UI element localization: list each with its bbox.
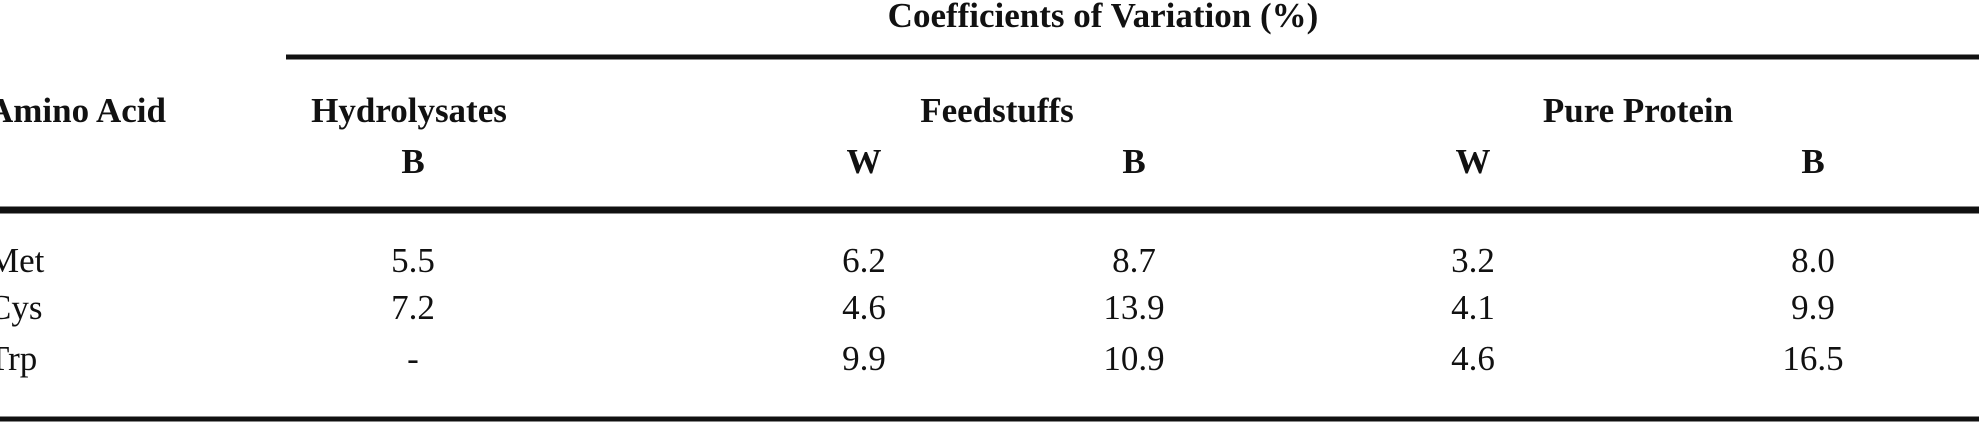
cell: 16.5 — [1782, 339, 1843, 378]
cell: 8.7 — [1112, 241, 1156, 280]
cell: 10.9 — [1103, 339, 1164, 378]
cell: 9.9 — [1791, 288, 1835, 327]
row-label: Met — [0, 241, 45, 280]
cell: 6.2 — [842, 241, 886, 280]
sub-header: B — [401, 142, 424, 181]
sub-header: W — [1456, 142, 1491, 181]
cell: 13.9 — [1103, 288, 1164, 327]
cell: 4.1 — [1451, 288, 1495, 327]
group-header: Pure Protein — [1543, 91, 1733, 130]
cell: 8.0 — [1791, 241, 1835, 280]
group-header: Hydrolysates — [311, 91, 507, 130]
sub-header: B — [1801, 142, 1824, 181]
sub-header: B — [1122, 142, 1145, 181]
cell: 9.9 — [842, 339, 886, 378]
cell: 4.6 — [1451, 339, 1495, 378]
sub-header: W — [847, 142, 882, 181]
cell: 7.2 — [391, 288, 435, 327]
row-header: Amino Acid — [0, 91, 166, 130]
cell: 5.5 — [391, 241, 435, 280]
row-label: Cys — [0, 288, 42, 327]
cell: 4.6 — [842, 288, 886, 327]
cell: - — [407, 339, 419, 378]
table-title: Coefficients of Variation (%) — [888, 0, 1319, 35]
cell: 3.2 — [1451, 241, 1495, 280]
row-label: Trp — [0, 339, 37, 378]
group-header: Feedstuffs — [920, 91, 1074, 130]
